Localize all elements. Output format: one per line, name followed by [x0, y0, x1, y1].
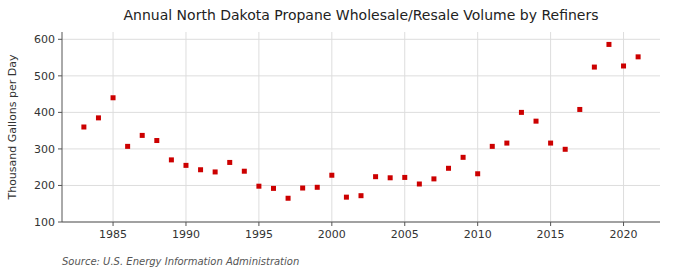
- y-axis-line: [62, 32, 63, 222]
- y-tick-label: 200: [34, 179, 55, 192]
- point: [81, 125, 86, 130]
- point: [256, 184, 261, 189]
- x-tick: [113, 222, 114, 226]
- y-grid-line: [62, 222, 660, 223]
- y-tick: [58, 39, 62, 40]
- point: [169, 157, 174, 162]
- point: [183, 163, 188, 168]
- point: [577, 107, 582, 112]
- y-grid-line: [62, 75, 660, 76]
- point: [490, 144, 495, 149]
- point: [592, 65, 597, 70]
- point: [329, 173, 334, 178]
- y-tick: [58, 112, 62, 113]
- x-tick-label: 1985: [99, 228, 127, 241]
- x-axis-line: [62, 222, 660, 223]
- point: [388, 175, 393, 180]
- point: [315, 185, 320, 190]
- y-tick-label: 400: [34, 106, 55, 119]
- point: [111, 95, 116, 100]
- y-grid-line: [62, 148, 660, 149]
- point: [636, 54, 641, 59]
- x-tick-label: 1990: [172, 228, 200, 241]
- x-grid-line: [623, 32, 624, 222]
- x-tick: [185, 222, 186, 226]
- y-grid-line: [62, 112, 660, 113]
- x-grid-line: [258, 32, 259, 222]
- point: [475, 171, 480, 176]
- y-tick: [58, 148, 62, 149]
- x-tick: [331, 222, 332, 226]
- point: [446, 166, 451, 171]
- point: [359, 193, 364, 198]
- x-grid-line: [331, 32, 332, 222]
- grid: [62, 32, 660, 222]
- y-grid-line: [62, 39, 660, 40]
- x-tick: [550, 222, 551, 226]
- point: [213, 169, 218, 174]
- point: [548, 141, 553, 146]
- point: [461, 155, 466, 160]
- x-tick: [258, 222, 259, 226]
- point: [286, 196, 291, 201]
- point: [300, 186, 305, 191]
- x-grid-line: [404, 32, 405, 222]
- y-tick-label: 500: [34, 70, 55, 83]
- point: [417, 182, 422, 187]
- source-annotation: Source: U.S. Energy Information Administ…: [62, 256, 299, 267]
- x-tick: [404, 222, 405, 226]
- point: [606, 42, 611, 47]
- x-tick-label: 2020: [610, 228, 638, 241]
- point: [242, 169, 247, 174]
- chart: 1985 1990 1995 2000 2005 2010 2015 2020 100 200 30…: [0, 0, 675, 275]
- point: [431, 176, 436, 181]
- x-tick: [477, 222, 478, 226]
- point: [519, 110, 524, 115]
- y-tick-label: 100: [34, 216, 55, 229]
- point: [154, 138, 159, 143]
- point: [344, 195, 349, 200]
- y-tick: [58, 75, 62, 76]
- y-tick-label: 300: [34, 143, 55, 156]
- point: [198, 167, 203, 172]
- point: [271, 186, 276, 191]
- y-tick-label: 600: [34, 33, 55, 46]
- point: [504, 141, 509, 146]
- x-tick-label: 2000: [318, 228, 346, 241]
- x-grid-line: [185, 32, 186, 222]
- point: [96, 115, 101, 120]
- x-grid-line: [113, 32, 114, 222]
- x-tick-label: 2015: [537, 228, 565, 241]
- x-tick: [623, 222, 624, 226]
- y-tick: [58, 185, 62, 186]
- point: [563, 147, 568, 152]
- x-tick-label: 2005: [391, 228, 419, 241]
- point: [373, 174, 378, 179]
- point: [227, 160, 232, 165]
- x-tick-label: 1995: [245, 228, 273, 241]
- point: [534, 119, 539, 124]
- point: [402, 175, 407, 180]
- point: [125, 144, 130, 149]
- point: [140, 133, 145, 138]
- y-tick: [58, 222, 62, 223]
- point: [621, 63, 626, 68]
- x-tick-label: 2010: [464, 228, 492, 241]
- y-grid-line: [62, 185, 660, 186]
- x-grid-line: [550, 32, 551, 222]
- y-axis-label: Thousand Gallons per Day: [6, 54, 19, 201]
- title: Annual North Dakota Propane Wholesale/Re…: [123, 7, 598, 23]
- points: [81, 42, 640, 201]
- x-grid-line: [477, 32, 478, 222]
